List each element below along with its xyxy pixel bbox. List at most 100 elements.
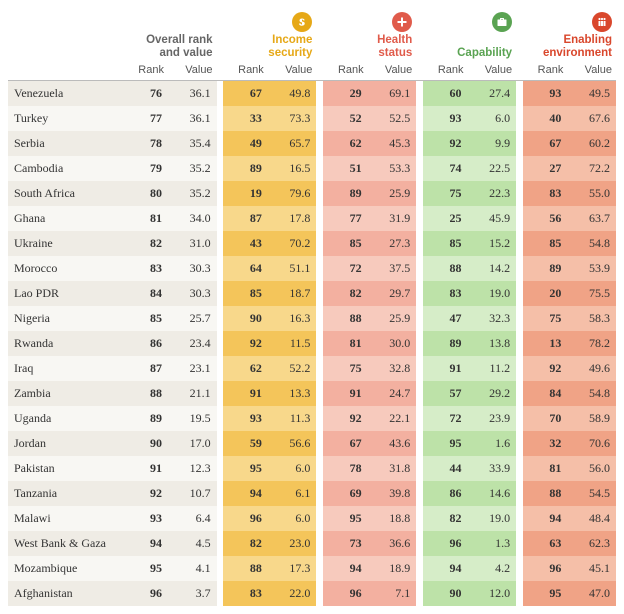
overall-value: 25.7 <box>170 306 217 331</box>
enabling-value: 47.0 <box>569 581 616 606</box>
country-cell: Lao PDR <box>8 281 123 306</box>
income-rank: 33 <box>223 106 270 131</box>
income-rank: 87 <box>223 206 270 231</box>
dollar-icon <box>292 12 312 32</box>
table-row: Cambodia7935.28916.55153.37422.52772.2 <box>8 156 616 181</box>
income-value: 17.8 <box>270 206 317 231</box>
overall-rank: 96 <box>123 581 170 606</box>
table-row: Ukraine8231.04370.28527.38515.28554.8 <box>8 231 616 256</box>
overall-rank: 84 <box>123 281 170 306</box>
overall-value: 19.5 <box>170 406 217 431</box>
health-value: 25.9 <box>370 181 417 206</box>
overall-rank: 92 <box>123 481 170 506</box>
table-row: Nigeria8525.79016.38825.94732.37558.3 <box>8 306 616 331</box>
health-value: 29.7 <box>370 281 417 306</box>
overall-value: 17.0 <box>170 431 217 456</box>
income-value: 79.6 <box>270 181 317 206</box>
overall-rank: 76 <box>123 81 170 106</box>
capability-rank: 60 <box>423 81 470 106</box>
health-rank: 67 <box>323 431 370 456</box>
capability-rank: 57 <box>423 381 470 406</box>
enabling-value: 45.1 <box>569 556 616 581</box>
enabling-value: 67.6 <box>569 106 616 131</box>
sub-rank: Rank <box>323 64 370 81</box>
capability-value: 33.9 <box>470 456 517 481</box>
income-rank: 67 <box>223 81 270 106</box>
income-value: 13.3 <box>270 381 317 406</box>
health-rank: 72 <box>323 256 370 281</box>
sub-value: Value <box>270 64 317 81</box>
enabling-rank: 56 <box>523 206 570 231</box>
capability-value: 1.6 <box>470 431 517 456</box>
overall-value: 34.0 <box>170 206 217 231</box>
health-value: 69.1 <box>370 81 417 106</box>
capability-value: 14.6 <box>470 481 517 506</box>
health-rank: 77 <box>323 206 370 231</box>
table-row: Iraq8723.16252.27532.89111.29249.6 <box>8 356 616 381</box>
table-row: West Bank & Gaza944.58223.07336.6961.363… <box>8 531 616 556</box>
income-rank: 95 <box>223 456 270 481</box>
country-cell: Pakistan <box>8 456 123 481</box>
country-cell: Cambodia <box>8 156 123 181</box>
enabling-rank: 89 <box>523 256 570 281</box>
country-cell: Venezuela <box>8 81 123 106</box>
health-value: 18.9 <box>370 556 417 581</box>
income-value: 6.0 <box>270 506 317 531</box>
sub-rank: Rank <box>523 64 570 81</box>
capability-value: 22.3 <box>470 181 517 206</box>
table-row: Pakistan9112.3956.07831.84433.98156.0 <box>8 456 616 481</box>
capability-value: 1.3 <box>470 531 517 556</box>
overall-value: 35.4 <box>170 131 217 156</box>
country-cell: Ghana <box>8 206 123 231</box>
capability-rank: 44 <box>423 456 470 481</box>
health-rank: 78 <box>323 456 370 481</box>
overall-value: 21.1 <box>170 381 217 406</box>
header-enabling: Enablingenvironment <box>523 34 616 64</box>
health-rank: 82 <box>323 281 370 306</box>
plus-icon <box>392 12 412 32</box>
overall-rank: 78 <box>123 131 170 156</box>
health-value: 45.3 <box>370 131 417 156</box>
capability-rank: 86 <box>423 481 470 506</box>
enabling-rank: 84 <box>523 381 570 406</box>
overall-value: 30.3 <box>170 256 217 281</box>
country-cell: Serbia <box>8 131 123 156</box>
overall-rank: 80 <box>123 181 170 206</box>
income-value: 18.7 <box>270 281 317 306</box>
sub-value: Value <box>370 64 417 81</box>
income-value: 16.3 <box>270 306 317 331</box>
health-value: 52.5 <box>370 106 417 131</box>
enabling-rank: 88 <box>523 481 570 506</box>
enabling-rank: 20 <box>523 281 570 306</box>
overall-value: 10.7 <box>170 481 217 506</box>
health-rank: 85 <box>323 231 370 256</box>
overall-value: 30.3 <box>170 281 217 306</box>
health-rank: 92 <box>323 406 370 431</box>
enabling-rank: 96 <box>523 556 570 581</box>
income-value: 73.3 <box>270 106 317 131</box>
income-value: 22.0 <box>270 581 317 606</box>
capability-rank: 93 <box>423 106 470 131</box>
income-value: 6.0 <box>270 456 317 481</box>
income-rank: 62 <box>223 356 270 381</box>
country-cell: Morocco <box>8 256 123 281</box>
health-rank: 81 <box>323 331 370 356</box>
header-income: Incomesecurity <box>223 34 316 64</box>
capability-value: 45.9 <box>470 206 517 231</box>
health-value: 22.1 <box>370 406 417 431</box>
table-body: Venezuela7636.16749.82969.16027.49349.5T… <box>8 81 616 606</box>
country-cell: Ukraine <box>8 231 123 256</box>
overall-value: 23.4 <box>170 331 217 356</box>
enabling-rank: 67 <box>523 131 570 156</box>
income-rank: 89 <box>223 156 270 181</box>
enabling-value: 53.9 <box>569 256 616 281</box>
health-rank: 73 <box>323 531 370 556</box>
health-value: 39.8 <box>370 481 417 506</box>
capability-rank: 92 <box>423 131 470 156</box>
health-rank: 96 <box>323 581 370 606</box>
table-header: Overall rankand value Incomesecurity Hea… <box>8 8 616 81</box>
income-rank: 88 <box>223 556 270 581</box>
capability-value: 29.2 <box>470 381 517 406</box>
enabling-value: 54.8 <box>569 231 616 256</box>
overall-value: 4.1 <box>170 556 217 581</box>
